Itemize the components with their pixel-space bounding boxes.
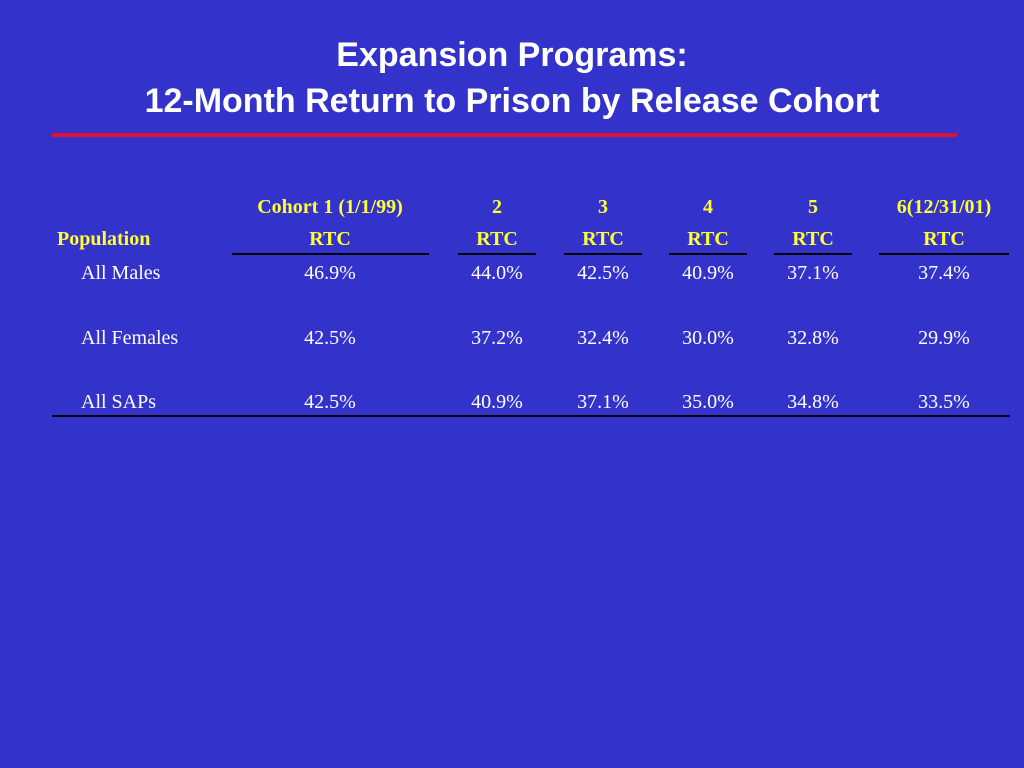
table-cell: 42.5% <box>577 262 629 284</box>
table-cell: 37.1% <box>577 391 629 413</box>
table-cell: 32.4% <box>577 327 629 349</box>
rtc-header-1: RTC <box>309 228 351 250</box>
cohort-header-4: 4 <box>703 196 713 218</box>
title-underline <box>52 133 957 137</box>
table-bottom-rule <box>52 415 1010 417</box>
table-cell: 30.0% <box>682 327 734 349</box>
header-rule-6 <box>879 253 1009 255</box>
rtc-header-6: RTC <box>923 228 965 250</box>
table-cell: 35.0% <box>682 391 734 413</box>
population-header: Population <box>57 228 151 250</box>
table-cell: 46.9% <box>304 262 356 284</box>
table-cell: 44.0% <box>471 262 523 284</box>
rtc-header-4: RTC <box>687 228 729 250</box>
header-rule-4 <box>669 253 747 255</box>
title-line-1: Expansion Programs: <box>336 36 688 74</box>
cohort-header-5: 5 <box>808 196 818 218</box>
row-label-females: All Females <box>81 327 179 349</box>
table-cell: 29.9% <box>918 327 970 349</box>
cohort-header-2: 2 <box>492 196 502 218</box>
header-rule-3 <box>564 253 642 255</box>
table-cell: 42.5% <box>304 327 356 349</box>
table-cell: 40.9% <box>471 391 523 413</box>
table-cell: 34.8% <box>787 391 839 413</box>
rtc-header-3: RTC <box>582 228 624 250</box>
slide-title: Expansion Programs: 12-Month Return to P… <box>0 32 1024 124</box>
table-cell: 42.5% <box>304 391 356 413</box>
row-label-males: All Males <box>81 262 161 284</box>
table-cell: 40.9% <box>682 262 734 284</box>
header-rule-5 <box>774 253 852 255</box>
table-cell: 37.1% <box>787 262 839 284</box>
table-cell: 37.2% <box>471 327 523 349</box>
table-cell: 37.4% <box>918 262 970 284</box>
cohort-header-6: 6(12/31/01) <box>896 196 992 218</box>
cohort-header-3: 3 <box>598 196 608 218</box>
header-rule-2 <box>458 253 536 255</box>
rtc-header-2: RTC <box>476 228 518 250</box>
table-cell: 33.5% <box>918 391 970 413</box>
header-rule-1 <box>232 253 429 255</box>
cohort-header-1: Cohort 1 (1/1/99) <box>257 196 403 218</box>
row-label-saps: All SAPs <box>81 391 157 413</box>
rtc-header-5: RTC <box>792 228 834 250</box>
title-line-2: 12-Month Return to Prison by Release Coh… <box>144 82 880 120</box>
table-cell: 32.8% <box>787 327 839 349</box>
